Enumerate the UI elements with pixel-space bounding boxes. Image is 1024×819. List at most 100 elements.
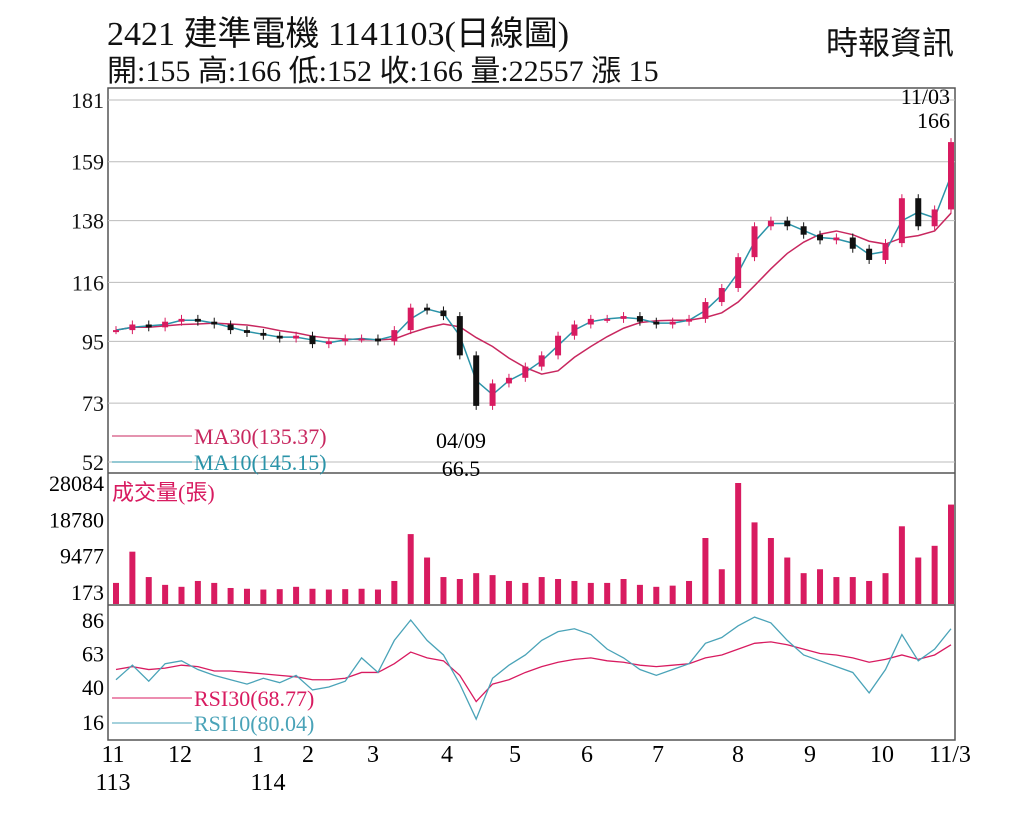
y-tick-label: 9477 (60, 544, 104, 569)
legend-label: RSI30(68.77) (194, 686, 314, 711)
year-label: 113 (95, 770, 130, 796)
candle (407, 307, 414, 331)
annotation-value: 166 (917, 108, 950, 133)
candle (309, 335, 316, 345)
volume-bar (522, 582, 529, 604)
y-tick-label: 52 (82, 450, 104, 475)
candle (456, 316, 463, 356)
volume-bar (620, 579, 627, 604)
legend-label: MA10(145.15) (194, 450, 327, 475)
x-tick-label: 2 (302, 742, 314, 768)
volume-bar (587, 582, 594, 604)
x-tick-label: 3 (367, 742, 379, 768)
volume-bar (702, 538, 709, 604)
candle (702, 302, 709, 319)
y-tick-label: 138 (71, 209, 104, 234)
volume-bar (293, 586, 300, 604)
y-tick-label: 86 (82, 608, 104, 633)
x-tick-label: 6 (581, 742, 593, 768)
candle (145, 324, 152, 328)
volume-bar (686, 580, 693, 604)
volume-bar (866, 580, 873, 604)
volume-bar (194, 580, 201, 604)
candle (604, 318, 611, 321)
volume-bar (342, 589, 349, 604)
volume-bar (718, 569, 725, 604)
volume-bar (178, 586, 185, 604)
volume-bar (555, 579, 562, 604)
legend-label: MA30(135.37) (194, 424, 327, 449)
volume-bar (227, 587, 234, 604)
volume-bar (948, 504, 954, 604)
candle (374, 338, 381, 342)
plot-frame (107, 87, 956, 741)
x-tick-label: 9 (804, 742, 816, 768)
volume-bar (162, 584, 169, 604)
volume-bar (358, 588, 365, 604)
x-tick-label: 8 (732, 742, 744, 768)
y-tick-label: 63 (82, 642, 104, 667)
candle (227, 324, 234, 331)
y-tick-label: 159 (71, 150, 104, 175)
candle (276, 335, 283, 339)
volume-bar (456, 579, 463, 604)
volume-bar (767, 538, 774, 604)
volume-bar (571, 580, 578, 604)
candle (817, 234, 824, 241)
candle (800, 226, 807, 235)
y-tick-label: 28084 (49, 471, 104, 496)
candle (211, 321, 218, 325)
x-tick-label: 7 (652, 742, 664, 768)
volume-bar (931, 545, 938, 604)
chart-title: 2421 建準電機 1141103(日線圖) (107, 16, 570, 53)
candle (898, 198, 905, 244)
volume-bar (407, 534, 414, 604)
candle (931, 209, 938, 227)
volume-title: 成交量(張) (112, 480, 215, 505)
volume-bar (276, 589, 283, 604)
candle (243, 330, 250, 333)
candle (162, 321, 169, 328)
volume-bar (849, 577, 856, 604)
volume-bar (538, 577, 545, 604)
candle (948, 142, 954, 210)
candle (653, 321, 660, 325)
x-tick-label: 11/3 (929, 742, 971, 768)
volume-bar (325, 589, 332, 604)
annotation-date: 04/09 (436, 428, 486, 453)
y-tick-label: 181 (71, 88, 104, 113)
candle (735, 257, 742, 289)
annotation-date: 11/03 (901, 84, 950, 109)
candle (473, 355, 480, 406)
quote-summary: 開:155 高:166 低:152 收:166 量:22557 漲 15 (107, 55, 659, 88)
volume-bar (898, 526, 905, 604)
volume-bar (800, 573, 807, 604)
volume-bar (915, 557, 922, 604)
candle (489, 383, 496, 406)
volume-bar (735, 483, 742, 604)
volume-bar (653, 586, 660, 604)
candle (751, 226, 758, 258)
x-tick-label: 4 (441, 742, 453, 768)
y-tick-label: 40 (82, 675, 104, 700)
y-tick-label: 95 (82, 329, 104, 354)
x-tick-label: 10 (870, 742, 894, 768)
volume-bar (391, 580, 398, 604)
candle (767, 220, 774, 227)
candle (505, 377, 512, 384)
candle (849, 237, 856, 249)
volume-bar (817, 569, 824, 604)
x-tick-label: 11 (101, 742, 124, 768)
candle (522, 366, 529, 378)
legend-label: RSI10(80.04) (194, 711, 314, 736)
volume-bar (489, 575, 496, 604)
volume-bar (604, 582, 611, 604)
candle (620, 316, 627, 319)
volume-bar (374, 589, 381, 604)
candle (882, 243, 889, 260)
candle (325, 341, 332, 345)
candle (129, 324, 136, 331)
y-tick-label: 173 (71, 580, 104, 605)
y-tick-label: 18780 (49, 507, 104, 532)
